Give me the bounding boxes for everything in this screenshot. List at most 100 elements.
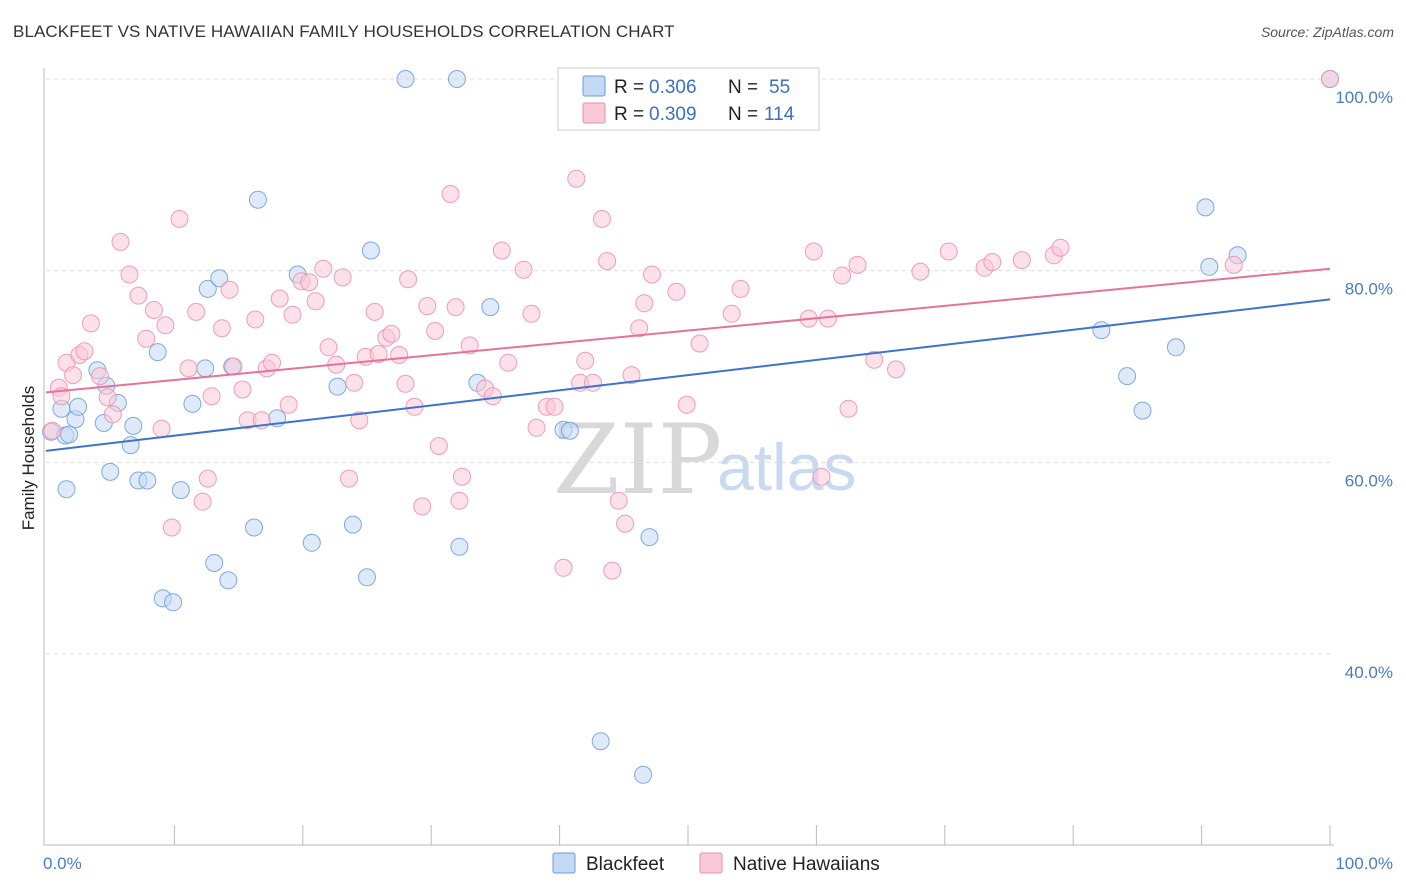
x-tick-labels: 0.0% 100.0%	[43, 854, 1393, 873]
point-native-hawaiians	[460, 336, 479, 355]
point-native-hawaiians	[103, 405, 122, 424]
point-blackfeet	[1200, 257, 1219, 276]
y-tick-label: 80.0%	[1345, 280, 1393, 299]
y-tick-label: 40.0%	[1345, 663, 1393, 682]
point-native-hawaiians	[887, 360, 905, 379]
point-native-hawaiians	[246, 310, 265, 329]
point-native-hawaiians	[306, 292, 325, 311]
chart-title: BLACKFEET VS NATIVE HAWAIIAN FAMILY HOUS…	[13, 22, 675, 41]
point-native-hawaiians	[340, 469, 358, 488]
point-native-hawaiians	[399, 270, 418, 289]
point-native-hawaiians	[483, 387, 502, 406]
point-native-hawaiians	[75, 342, 94, 361]
point-native-hawaiians	[319, 338, 338, 357]
point-blackfeet	[124, 416, 143, 435]
point-native-hawaiians	[413, 497, 432, 516]
point-native-hawaiians	[314, 259, 333, 278]
point-blackfeet	[198, 279, 217, 298]
point-native-hawaiians	[283, 305, 302, 324]
point-native-hawaiians	[677, 395, 696, 414]
chart-source: Source: ZipAtlas.com	[1260, 24, 1394, 40]
stats-r-label-native-hawaiians: R =	[614, 104, 644, 125]
point-native-hawaiians	[609, 491, 628, 510]
point-native-hawaiians	[865, 350, 884, 369]
point-blackfeet	[481, 298, 500, 317]
point-native-hawaiians	[545, 397, 564, 416]
point-native-hawaiians	[120, 265, 139, 284]
point-blackfeet	[164, 593, 183, 612]
point-blackfeet	[1196, 198, 1215, 217]
point-native-hawaiians	[939, 242, 958, 261]
point-blackfeet	[343, 515, 362, 534]
point-blackfeet	[358, 568, 376, 587]
point-blackfeet	[205, 554, 224, 572]
point-blackfeet	[183, 394, 202, 413]
legend-label-native-hawaiians: Native Hawaiians	[733, 854, 880, 875]
point-blackfeet	[219, 571, 238, 590]
point-native-hawaiians	[643, 265, 661, 284]
point-native-hawaiians	[848, 255, 867, 274]
point-native-hawaiians	[833, 266, 852, 285]
point-blackfeet	[196, 359, 215, 378]
point-native-hawaiians	[198, 469, 217, 488]
point-native-hawaiians	[616, 514, 635, 533]
point-blackfeet	[1133, 401, 1152, 420]
point-native-hawaiians	[584, 373, 602, 392]
point-blackfeet	[560, 421, 579, 440]
point-native-hawaiians	[576, 351, 595, 370]
point-blackfeet	[148, 343, 167, 362]
point-native-hawaiians	[129, 286, 148, 305]
watermark-zip: ZIP	[553, 404, 722, 516]
point-native-hawaiians	[333, 268, 352, 287]
point-native-hawaiians	[382, 324, 401, 343]
legend-label-blackfeet: Blackfeet	[586, 854, 665, 875]
point-native-hawaiians	[179, 359, 198, 378]
point-native-hawaiians	[983, 253, 1002, 271]
stats-legend-swatch-blackfeet	[582, 75, 606, 97]
point-blackfeet	[1092, 321, 1111, 340]
point-native-hawaiians	[152, 419, 171, 438]
point-native-hawaiians	[396, 374, 415, 393]
point-native-hawaiians	[598, 252, 617, 271]
point-native-hawaiians	[390, 346, 409, 364]
point-native-hawaiians	[1051, 238, 1070, 257]
point-native-hawaiians	[622, 366, 641, 385]
point-native-hawaiians	[593, 209, 611, 228]
point-native-hawaiians	[527, 418, 546, 437]
point-blackfeet	[171, 481, 190, 500]
point-native-hawaiians	[224, 357, 243, 376]
point-native-hawaiians	[233, 380, 252, 399]
legend-swatch-blackfeet	[552, 852, 576, 874]
stats-r-label-blackfeet: R =	[614, 77, 644, 98]
y-tick-label: 60.0%	[1345, 471, 1393, 490]
point-native-hawaiians	[690, 334, 709, 353]
y-tick-label: 100.0%	[1335, 88, 1393, 107]
point-native-hawaiians	[187, 302, 206, 321]
stats-n-value-native-hawaiians: 114	[764, 104, 795, 125]
point-native-hawaiians	[522, 304, 541, 323]
point-native-hawaiians	[1224, 255, 1243, 274]
point-blackfeet	[1118, 367, 1137, 386]
point-blackfeet	[302, 533, 321, 552]
trend-line-native-hawaiians	[45, 267, 1331, 394]
point-native-hawaiians	[270, 289, 289, 308]
stats-legend-swatch-native-hawaiians	[582, 102, 606, 124]
point-native-hawaiians	[220, 280, 239, 299]
point-blackfeet	[138, 471, 157, 490]
point-blackfeet	[1166, 338, 1185, 357]
point-native-hawaiians	[731, 279, 750, 298]
y-axis-label: Family Households	[19, 386, 38, 531]
point-native-hawaiians	[441, 185, 460, 203]
point-native-hawaiians	[202, 387, 221, 406]
point-native-hawaiians	[603, 561, 622, 580]
point-native-hawaiians	[635, 294, 654, 313]
point-blackfeet	[634, 765, 653, 784]
point-native-hawaiians	[90, 367, 109, 386]
point-blackfeet	[210, 269, 229, 288]
stats-legend: R = 0.306 N = 55 R = 0.309 N = 114	[557, 67, 820, 131]
point-native-hawaiians	[446, 298, 465, 317]
axes	[43, 68, 1334, 846]
point-native-hawaiians	[567, 169, 586, 188]
y-tick-labels: 40.0% 60.0% 80.0% 100.0%	[1335, 88, 1393, 682]
